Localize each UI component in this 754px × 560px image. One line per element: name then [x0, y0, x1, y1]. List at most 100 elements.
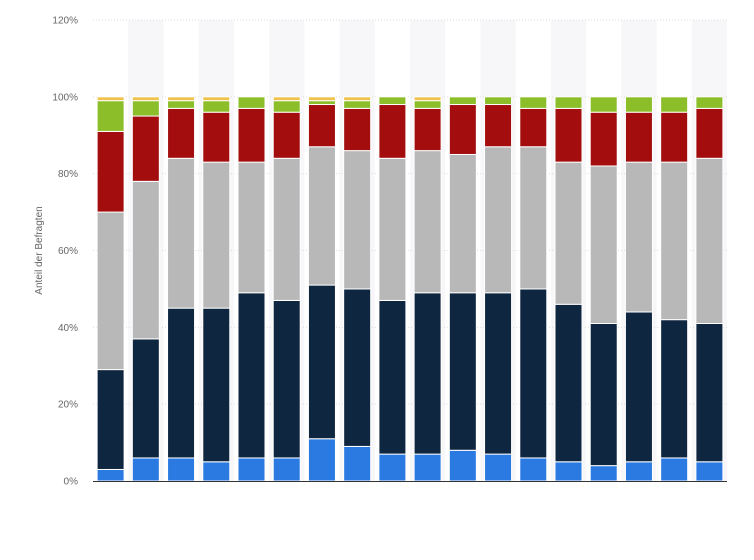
bar-segment	[167, 307, 196, 459]
bar-segment	[131, 96, 160, 102]
bar-segment	[272, 457, 301, 482]
bar-segment	[624, 111, 653, 163]
bar-segment	[96, 100, 125, 132]
bar-segment	[272, 299, 301, 459]
bar-segment	[307, 438, 336, 482]
bar-segment	[131, 338, 160, 459]
bar-segment	[589, 96, 618, 113]
y-tick-label: 60%	[58, 246, 78, 257]
y-axis-title: Anteil der Befragten	[34, 206, 45, 294]
bar-segment	[589, 465, 618, 482]
bar-segment	[131, 180, 160, 340]
bar-segment	[131, 100, 160, 117]
bar-segment	[378, 453, 407, 482]
bar-segment	[554, 303, 583, 463]
bar-segment	[448, 153, 477, 294]
bar-segment	[413, 100, 442, 109]
bar-segment	[96, 211, 125, 371]
bar-segment	[343, 288, 372, 447]
bar-segment	[413, 107, 442, 152]
bar-segment	[202, 100, 231, 113]
bar-segment	[448, 96, 477, 106]
bar-segment	[307, 284, 336, 440]
y-tick-label: 120%	[52, 16, 78, 27]
bar-segment	[202, 307, 231, 463]
bar-segment	[202, 161, 231, 309]
bar-segment	[519, 107, 548, 148]
bar-segment	[624, 461, 653, 482]
bar-segment	[413, 292, 442, 455]
bar-segment	[589, 322, 618, 467]
bar-segment	[624, 161, 653, 313]
bar-segment	[413, 96, 442, 102]
bar-segment	[695, 96, 724, 109]
bar-segment	[307, 146, 336, 286]
bar-segment	[484, 292, 513, 455]
bar-segment	[343, 96, 372, 102]
bar-segment	[624, 96, 653, 113]
bar-segment	[307, 96, 336, 102]
y-axis-ticks: 0% 20% 40% 60% 80% 100% 120%	[52, 16, 78, 488]
bar-segment	[660, 161, 689, 321]
bar-segment	[272, 100, 301, 113]
bar-segment	[272, 157, 301, 301]
y-tick-label: 100%	[52, 92, 78, 103]
bar-segment	[660, 457, 689, 482]
bar-segment	[96, 130, 125, 213]
bar-segment	[131, 457, 160, 482]
bar-segment	[167, 107, 196, 159]
bar-segment	[343, 107, 372, 152]
bar-segment	[448, 292, 477, 451]
bar-segment	[695, 107, 724, 159]
bar-segment	[167, 157, 196, 309]
bar-segment	[96, 369, 125, 470]
bar-segment	[96, 468, 125, 482]
bar-segment	[484, 146, 513, 294]
bar-segment	[554, 107, 583, 163]
bar-segment	[307, 104, 336, 148]
bar-segment	[660, 96, 689, 113]
bar-segment	[167, 457, 196, 482]
bar-segment	[589, 111, 618, 167]
bar-segment	[484, 453, 513, 482]
bar-segment	[519, 146, 548, 290]
bar-segment	[202, 461, 231, 482]
bar-segment	[167, 100, 196, 109]
bar-segment	[307, 100, 336, 106]
bar-segment	[589, 165, 618, 324]
bar-segment	[237, 457, 266, 482]
bar-segment	[378, 157, 407, 301]
bar-segment	[237, 96, 266, 109]
gridlines	[93, 19, 727, 405]
bar-segment	[554, 96, 583, 109]
y-tick-label: 80%	[58, 169, 78, 180]
bar-segment	[519, 457, 548, 482]
bar-segment	[96, 96, 125, 102]
bar-segment	[484, 104, 513, 148]
y-tick-label: 20%	[58, 400, 78, 411]
bar-segment	[695, 461, 724, 482]
bar-segment	[272, 96, 301, 102]
bar-segment	[167, 96, 196, 102]
bar-segment	[343, 445, 372, 482]
bar-segment	[413, 453, 442, 482]
bar-segment	[343, 100, 372, 109]
bar-segment	[624, 311, 653, 463]
y-tick-label: 0%	[64, 477, 79, 488]
bar-segment	[448, 104, 477, 155]
bar-segment	[378, 104, 407, 159]
bar-segment	[202, 96, 231, 102]
bar-segment	[660, 111, 689, 163]
bar-segment	[554, 461, 583, 482]
bar-segment	[660, 319, 689, 459]
bar-segment	[237, 292, 266, 459]
bar-segment	[554, 161, 583, 305]
y-tick-label: 40%	[58, 323, 78, 334]
bar-segment	[519, 288, 548, 459]
bar-segment	[413, 150, 442, 294]
bar-segment	[519, 96, 548, 109]
bar-segment	[131, 115, 160, 182]
bar-segment	[695, 322, 724, 463]
bar-segment	[202, 111, 231, 163]
